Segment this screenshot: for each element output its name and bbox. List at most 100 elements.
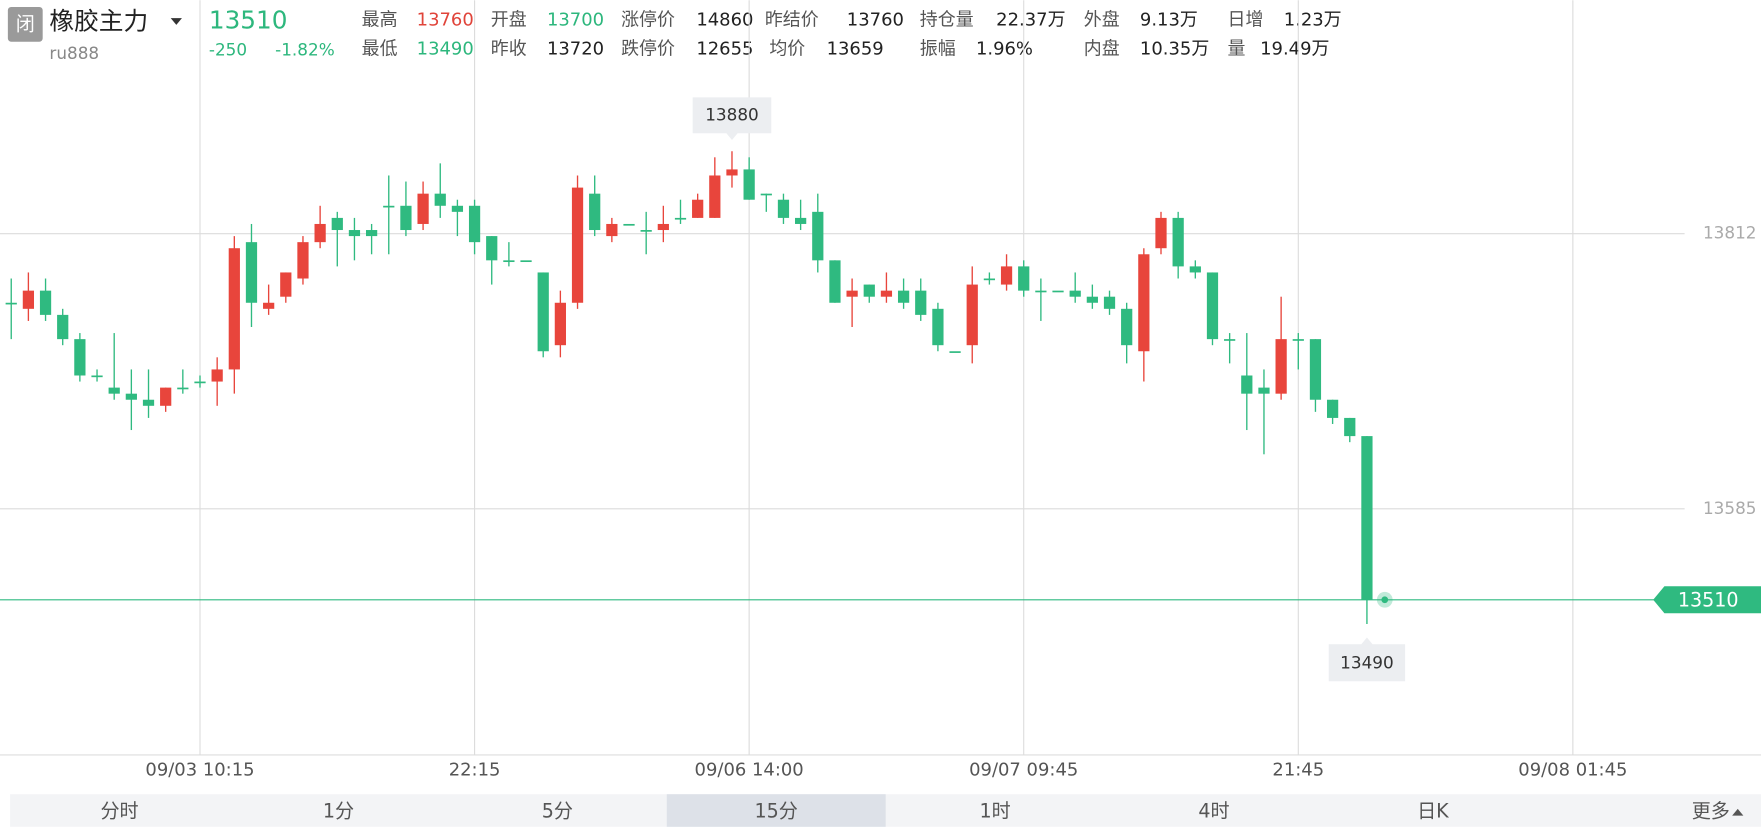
candle-body <box>417 193 429 224</box>
candle-body <box>897 290 910 303</box>
candle-body <box>743 169 755 200</box>
stat-label: 跌停价 <box>621 39 675 60</box>
candle-body <box>468 205 481 243</box>
candle-body <box>777 199 790 218</box>
candle-body <box>863 284 875 297</box>
last-price: 13510 <box>209 6 288 35</box>
candle-body <box>434 193 446 206</box>
candle-body <box>1052 290 1064 293</box>
candle-body <box>211 369 223 382</box>
candle-body <box>1035 290 1047 293</box>
candle-body <box>1189 266 1201 273</box>
tab-more-arrow[interactable] <box>1732 808 1744 816</box>
x-tick-label: 21:45 <box>1272 760 1324 781</box>
candle-body <box>22 290 35 309</box>
candle-body <box>1000 266 1013 285</box>
candle-body <box>692 199 704 218</box>
stat-value: 13490 <box>417 39 474 60</box>
status-badge <box>7 6 43 42</box>
stat-label: 持仓量 <box>920 9 974 30</box>
candle-body <box>228 248 240 370</box>
candle-body <box>829 260 841 303</box>
candle-body <box>91 375 103 378</box>
candle-body <box>74 339 86 376</box>
y-tick-label: 13585 <box>1703 498 1757 518</box>
stat-value: 9.13万 <box>1140 9 1198 30</box>
candle-body <box>1241 375 1253 394</box>
candle-body <box>846 290 858 297</box>
candle-body <box>365 230 378 237</box>
last-price-dot <box>1381 596 1389 604</box>
candle-body <box>314 223 326 243</box>
stat-label: 内盘 <box>1084 39 1120 60</box>
low-marker: 13490 <box>1340 652 1394 672</box>
x-tick-label: 09/07 09:45 <box>969 760 1078 781</box>
stat-value: 13760 <box>417 9 474 30</box>
candle-body <box>983 278 996 281</box>
candle-body <box>245 242 258 303</box>
stat-value: 12655 <box>696 39 753 60</box>
candle-body <box>1138 254 1150 352</box>
candle-body <box>1224 339 1236 341</box>
candle-body <box>1018 266 1030 291</box>
dropdown-arrow[interactable] <box>170 18 182 25</box>
candle-body <box>1086 296 1098 303</box>
candle-body <box>194 381 206 384</box>
tab[interactable]: 日K <box>1417 800 1449 823</box>
tab[interactable]: 5分 <box>542 800 573 823</box>
candle-body <box>1103 296 1116 309</box>
y-tick-label: 13812 <box>1703 223 1757 243</box>
candle-body <box>5 302 17 305</box>
candle-body <box>880 290 893 297</box>
candle-body <box>623 223 635 226</box>
contract-name[interactable]: 橡胶主力 <box>49 7 148 36</box>
candle-body <box>812 211 824 261</box>
tab[interactable]: 1时 <box>980 800 1011 823</box>
stat-label: 日增 <box>1228 9 1264 30</box>
price-change: -250 <box>209 40 247 60</box>
candle-body <box>125 393 137 400</box>
high-marker-box <box>692 97 772 141</box>
candle-body <box>486 236 498 261</box>
stat-value: 13760 <box>847 9 904 30</box>
tab[interactable]: 更多 <box>1692 800 1730 823</box>
candle-body <box>571 187 584 303</box>
stat-label: 昨结价 <box>765 9 819 30</box>
candle-body <box>263 302 275 309</box>
candle-body <box>1361 436 1373 600</box>
last-price-label: 13510 <box>1678 588 1739 611</box>
stat-label: 振幅 <box>920 39 956 60</box>
candle-body <box>1172 217 1184 267</box>
candle-body <box>108 387 120 394</box>
candle-body <box>726 169 738 176</box>
status-text: 闭 <box>16 12 35 35</box>
candle-body <box>1326 399 1339 418</box>
stat-label: 涨停价 <box>621 9 675 30</box>
tab[interactable]: 15分 <box>755 800 798 823</box>
stat-value: 13700 <box>547 9 604 30</box>
tab[interactable]: 1分 <box>323 800 354 823</box>
candle-body <box>451 205 464 212</box>
candle-body <box>709 175 721 218</box>
candle-body <box>1292 339 1304 341</box>
stat-value: 1.23万 <box>1284 9 1342 30</box>
candle-body <box>297 242 309 279</box>
contract-code: ru888 <box>49 43 99 63</box>
candle-body <box>142 399 155 406</box>
candle-body <box>554 302 566 346</box>
candle-body <box>966 284 978 346</box>
stat-value: 14860 <box>696 9 753 30</box>
tab[interactable]: 分时 <box>100 800 138 823</box>
stat-label: 最高 <box>362 9 398 30</box>
candle-body <box>1258 387 1270 394</box>
candle-body <box>1206 272 1219 340</box>
candle-body <box>400 205 412 231</box>
tab[interactable]: 4时 <box>1198 800 1229 823</box>
low-marker-box <box>1328 637 1406 682</box>
candle-body <box>932 308 944 346</box>
stat-label: 最低 <box>362 39 398 60</box>
stat-label: 昨收 <box>491 39 527 60</box>
candle-body <box>280 272 292 297</box>
price-change-pct: -1.82% <box>275 40 335 60</box>
